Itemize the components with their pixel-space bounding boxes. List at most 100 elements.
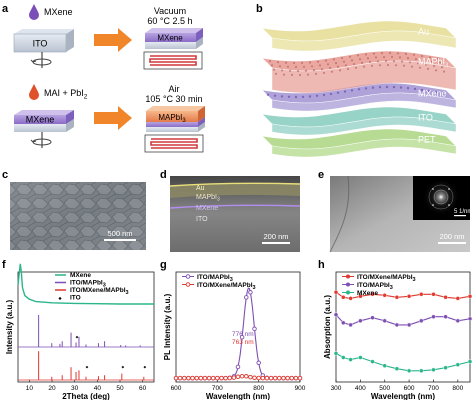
step2-mxene-substrate: MXene [14, 110, 74, 132]
pl-data-point [244, 374, 249, 379]
pl-data-point [260, 375, 266, 381]
panel-label-h: h [318, 259, 325, 271]
pl-chart: 600 700 800 900 Wavelength (nm) PL Intensity … [163, 271, 306, 400]
ito-peak-marker: ◆ [86, 365, 90, 369]
lattice-atom [301, 95, 305, 99]
step1-product-layer-label: MXene [157, 34, 183, 43]
panel-f: f 10 20 30 40 50 60 2Theta (deg) Intensity (a.u… [2, 259, 155, 400]
lattice-atom [372, 52, 376, 55]
sem-scale-label: 500 nm [107, 229, 132, 238]
pl-data-point [239, 373, 245, 379]
sem-top-view-image [10, 182, 146, 250]
x-tick-label: 50 [116, 385, 124, 392]
x-tick-label: 800 [253, 385, 264, 392]
legend-entry: MXene [70, 272, 91, 279]
panel-label-a: a [2, 3, 9, 15]
lattice-atom [318, 64, 322, 67]
abs-data-point [467, 316, 473, 321]
lattice-atom [420, 88, 424, 92]
lattice-atom [278, 65, 282, 68]
panel-h: h 300 400 500 600 700 800 Wavelength (nm) Absor… [318, 259, 473, 400]
lattice-atom [368, 60, 372, 64]
lattice-atom [394, 64, 398, 67]
abs-data-point [455, 296, 460, 301]
abs-data-point [394, 322, 400, 328]
lattice-atom [346, 67, 350, 71]
lattice-atom [306, 73, 310, 76]
lattice-atom [298, 73, 302, 77]
step1-precursor-label: MXene [44, 7, 73, 17]
lattice-atom [294, 65, 298, 69]
pl-data-point [219, 375, 224, 381]
lattice-atom [382, 56, 386, 59]
panel-c: c 500 nm [2, 169, 146, 250]
lattice-atom [350, 89, 354, 92]
plot-frame [175, 271, 301, 383]
lattice-atom [402, 64, 406, 67]
lattice-atom [350, 59, 354, 62]
pl-data-point [194, 375, 199, 381]
lattice-atom [360, 61, 364, 64]
pl-data-point [215, 375, 220, 381]
lattice-atom [296, 69, 300, 73]
lattice-atom [374, 56, 378, 59]
pl-data-point [173, 375, 179, 381]
x-axis-label: 2Theta (deg) [62, 392, 110, 400]
lattice-atom [388, 51, 392, 55]
step1-condition-atmosphere: Vacuum [154, 6, 186, 16]
lattice-atom [336, 65, 340, 68]
lattice-atom [322, 71, 326, 74]
pl-data-point [206, 375, 212, 381]
lattice-atom [378, 86, 382, 89]
lattice-atom [322, 93, 326, 97]
abs-data-point [333, 290, 339, 295]
lattice-atom [270, 64, 274, 67]
lattice-atom [266, 93, 270, 97]
spin-coater-icon [30, 52, 52, 68]
abs-data-point [370, 359, 375, 364]
lattice-atom [338, 69, 342, 72]
abs-data-point [419, 318, 424, 323]
scale-bar [262, 242, 290, 244]
y-axis-label: Intensity (a.u.) [5, 300, 14, 355]
abs-data-point [382, 318, 387, 323]
pl-data-point [227, 375, 232, 381]
legend-marker: ◆ [58, 296, 62, 301]
x-tick-label: 40 [94, 385, 102, 392]
pl-data-point [223, 375, 228, 381]
lattice-atom [398, 56, 402, 59]
device-layer-stack: PET ITO MXene MAPbI3 Au [261, 20, 457, 158]
layer-mxene-edge [271, 92, 457, 112]
abs-data-point [455, 362, 460, 367]
panel-g: g 600 700 800 900 Wavelength (nm) PL Intensit… [160, 259, 306, 400]
lattice-atom [348, 55, 352, 58]
lattice-atom [332, 58, 336, 61]
lattice-atom [294, 95, 298, 99]
abs-data-point [382, 363, 387, 368]
x-tick-label: 20 [48, 385, 56, 392]
lattice-atom [340, 56, 344, 60]
lattice-atom [334, 62, 338, 65]
lattice-atom [302, 65, 306, 68]
lattice-atom [280, 69, 284, 72]
x-tick-label: 800 [452, 385, 463, 392]
lattice-atom [408, 61, 412, 64]
step2-substrate-label: MXene [26, 115, 55, 125]
legend-marker [346, 282, 350, 287]
pl-data-point [268, 375, 274, 381]
legend-entry: ITO [70, 295, 81, 302]
lattice-atom [424, 63, 428, 66]
lattice-atom [406, 86, 410, 90]
process-arrow-icon [94, 106, 132, 130]
lattice-atom [310, 65, 314, 68]
lattice-atom [392, 60, 396, 63]
pl-data-point [186, 375, 191, 381]
lattice-atom [406, 57, 410, 60]
step1-product-stack: MXene [145, 28, 203, 49]
lattice-atom [273, 94, 277, 97]
pl-data-point [277, 375, 282, 381]
step2-hotplate-icon [144, 134, 204, 153]
panel-b: b PET ITO MXene MAPbI3 Au [256, 3, 457, 158]
legend-entry: ITO/MXene/MAPbI3 [197, 282, 256, 291]
panel-label-b: b [256, 3, 263, 15]
